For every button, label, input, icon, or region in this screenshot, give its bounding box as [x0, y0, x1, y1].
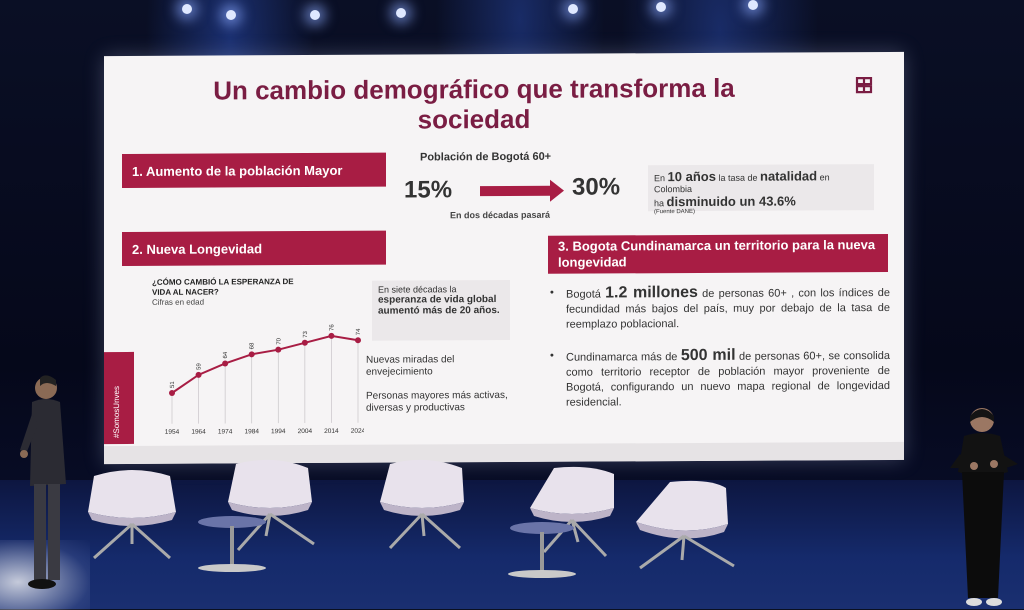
chart-point	[275, 346, 282, 353]
chart-tick-label: 2014	[324, 428, 339, 435]
side-table	[508, 522, 576, 578]
side-table	[198, 516, 266, 572]
interpreter-person	[950, 408, 1018, 606]
chart-point	[169, 389, 175, 396]
lounge-chair	[530, 466, 614, 558]
lounge-chair	[88, 470, 176, 560]
chart-point	[248, 351, 255, 358]
chart-tick-label: 1964	[191, 429, 206, 436]
chart-series-line	[171, 334, 359, 394]
stage-light	[396, 8, 406, 18]
stage-light	[568, 4, 578, 14]
chart-tick-label: 1994	[271, 428, 286, 435]
stage-light	[310, 10, 320, 20]
chart-data-label: 51	[170, 381, 176, 388]
natality-decrease: disminuido un 43.6%	[666, 193, 796, 210]
arrow-right-icon	[480, 185, 552, 197]
lounge-chair	[636, 480, 735, 570]
chart-point	[355, 337, 361, 344]
projection-screen: Un cambio demográfico que transforma la …	[104, 51, 904, 465]
chart-point	[328, 332, 335, 339]
section-heading-3: 3. Bogota Cundinamarca un territorio par…	[548, 233, 888, 274]
life-box-line1: En siete décadas la	[378, 284, 457, 295]
bullet1-pre: Bogotá	[566, 288, 601, 301]
chart-data-label: 73	[303, 330, 309, 337]
chart-point	[195, 371, 202, 378]
natality-line2a: ha	[654, 198, 665, 209]
chart-point	[222, 360, 229, 367]
lounge-chair	[380, 459, 464, 550]
population-from: 15%	[404, 176, 453, 204]
stage-light	[182, 4, 192, 14]
section-heading-2: 2. Nueva Longevidad	[122, 230, 386, 267]
left-bullet: Nuevas miradas del envejecimiento	[366, 354, 455, 378]
chart-data-label: 70	[276, 337, 282, 344]
left-bullets: Nuevas miradas del envejecimiento Person…	[366, 354, 512, 427]
stage-light	[226, 10, 236, 20]
population-to: 30%	[572, 173, 621, 201]
chart-tick-label: 1984	[244, 428, 259, 435]
stage-light	[748, 0, 758, 10]
right-bullets: Bogotá 1.2 millones de personas 60+ , co…	[550, 284, 890, 427]
chart-tick-label: 2024	[351, 428, 364, 435]
bullet1-highlight: 1.2 millones	[605, 283, 698, 302]
natality-years: 10 años	[667, 168, 716, 185]
chart-data-label: 74	[356, 328, 362, 335]
chart-data-label: 64	[223, 351, 229, 358]
bullet2-highlight: 500 mil	[680, 346, 736, 365]
bullet2-pre: Cundinamarca más de	[566, 351, 678, 364]
chart-tick-label: 2004	[298, 428, 313, 435]
right-bullet-2: Cundinamarca más de 500 mil de personas …	[550, 347, 890, 411]
slide-title: Un cambio demográfico que transforma la …	[213, 72, 735, 135]
vertical-tag: #SomosUnves	[104, 351, 134, 445]
chart-data-label: 76	[329, 324, 335, 331]
brand-logo-icon	[855, 76, 873, 94]
lounge-chair	[228, 459, 315, 551]
right-bullet-1: Bogotá 1.2 millones de personas 60+ , co…	[550, 284, 890, 333]
chart-tick-label: 1974	[218, 428, 233, 435]
life-expectancy-box: En siete décadas la esperanza de vida gl…	[372, 279, 510, 341]
chart-data-label: 59	[197, 362, 203, 369]
natality-word: natalidad	[760, 168, 818, 184]
population-title: Población de Bogotá 60+	[420, 150, 552, 164]
natality-source: (Fuente DANE)	[654, 208, 696, 216]
life-expectancy-chart: 51 1954 59 1964 64 1974 68 1984 70 1994 73 2004 76 20…	[165, 324, 364, 436]
stage-light	[656, 2, 666, 12]
section-heading-1: 1. Aumento de la población Mayor	[122, 152, 386, 189]
vertical-tag-text: #SomosUnves	[112, 385, 121, 439]
chart-point	[301, 339, 308, 346]
natality-prefix: En	[654, 173, 666, 184]
population-note: En dos décadas pasará	[450, 209, 551, 221]
natality-box: En 10 años la tasa de natalidad en Colom…	[648, 164, 874, 215]
chart-tick-label: 1954	[165, 429, 180, 436]
chart-data-label: 68	[250, 342, 256, 349]
life-box-bold: esperanza de vida global aumentó más de …	[378, 294, 500, 317]
natality-mid: la tasa de	[718, 172, 758, 183]
left-bullet: Personas mayores más activas, diversas y…	[366, 389, 508, 414]
speaker-person	[20, 375, 66, 589]
